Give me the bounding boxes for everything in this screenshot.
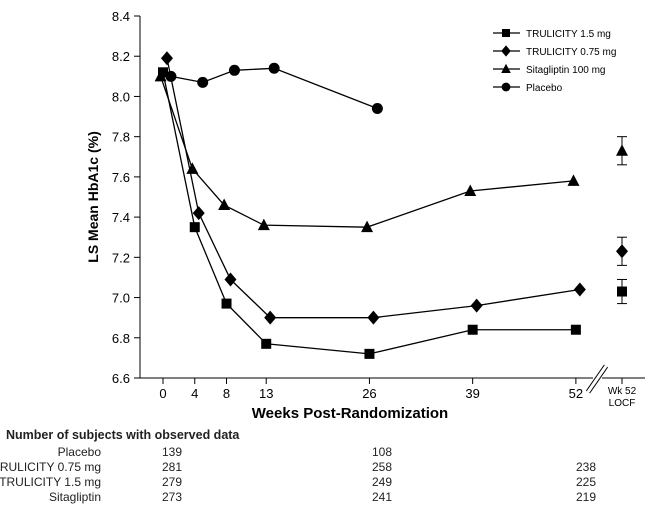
y-tick-label: 7.8 <box>112 130 130 145</box>
data-point-3 <box>371 103 383 115</box>
locf-point-2 <box>616 144 628 156</box>
y-tick-label: 7.2 <box>112 250 130 265</box>
table-title: Number of subjects with observed data <box>6 428 240 442</box>
row-label: Placebo <box>57 445 101 459</box>
table-row: Sitagliptin 273 241 219 <box>0 490 651 504</box>
x-axis-label: Weeks Post-Randomization <box>252 405 448 422</box>
y-axis-label: LS Mean HbA1c (%) <box>85 131 101 262</box>
x-tick-label-locf: LOCF <box>609 398 636 409</box>
legend-marker <box>502 29 510 37</box>
legend-marker <box>501 82 511 92</box>
data-point-1 <box>192 206 205 221</box>
row-label: TRULICITY 0.75 mg <box>0 460 101 474</box>
legend-label: Sitagliptin 100 mg <box>526 65 606 76</box>
x-tick-label-locf: Wk 52 <box>608 386 637 397</box>
data-point-0 <box>570 324 581 335</box>
row-value: 225 <box>576 475 597 489</box>
data-point-1 <box>224 272 237 287</box>
data-point-0 <box>221 298 232 309</box>
legend-label: TRULICITY 0.75 mg <box>526 47 616 58</box>
row-value: 139 <box>162 445 183 459</box>
data-point-2 <box>257 218 270 231</box>
data-point-2 <box>361 220 374 233</box>
axis-break-inner <box>586 365 608 393</box>
row-value: 281 <box>162 460 183 474</box>
x-tick-label: 8 <box>223 386 230 401</box>
y-tick-label: 7.4 <box>112 210 130 225</box>
row-value: 279 <box>162 475 183 489</box>
locf-point-1 <box>616 244 628 259</box>
hba1c-line-chart: 6.6 6.8 7.0 7.2 7.4 7.6 7.8 8.0 8.2 8.4 0 4 8 13 26 39 5… <box>85 9 645 422</box>
data-point-1 <box>573 282 586 297</box>
x-tick-label: 52 <box>569 386 583 401</box>
data-point-2 <box>154 69 167 82</box>
row-value: 108 <box>372 445 393 459</box>
x-tick-label: 0 <box>159 386 166 401</box>
data-point-1 <box>470 298 483 313</box>
table-row: Placebo 139 108 <box>0 445 651 459</box>
data-point-3 <box>165 70 177 82</box>
data-point-0 <box>189 222 200 233</box>
data-point-3 <box>268 62 280 74</box>
y-tick-label: 7.0 <box>112 291 130 306</box>
y-tick-label: 6.6 <box>112 371 130 386</box>
data-point-1 <box>264 310 277 325</box>
locf-point-0 <box>617 286 627 297</box>
row-value: 258 <box>372 460 393 474</box>
data-point-1 <box>367 310 380 325</box>
data-point-3 <box>228 64 240 76</box>
table-row: TRULICITY 1.5 mg 279 249 225 <box>0 475 651 489</box>
legend-label: TRULICITY 1.5 mg <box>526 29 611 40</box>
legend-marker <box>501 63 511 73</box>
y-tick-label: 8.4 <box>112 9 130 24</box>
data-point-1 <box>160 51 173 66</box>
data-point-0 <box>158 67 168 78</box>
y-tick-label: 8.0 <box>112 89 130 104</box>
y-tick-label: 7.6 <box>112 170 130 185</box>
data-point-2 <box>567 174 580 186</box>
data-point-0 <box>261 338 272 349</box>
row-label: TRULICITY 1.5 mg <box>0 475 101 489</box>
y-tick-label: 8.2 <box>112 49 130 64</box>
legend-marker <box>501 45 511 57</box>
row-value: 273 <box>162 490 183 504</box>
series-line-3 <box>170 67 378 110</box>
row-value: 219 <box>576 490 597 504</box>
data-point-3 <box>197 76 209 88</box>
y-tick-label: 6.8 <box>112 331 130 346</box>
data-point-2 <box>186 162 199 174</box>
legend-label: Placebo <box>526 83 563 94</box>
data-point-0 <box>467 324 478 335</box>
row-value: 241 <box>372 490 393 504</box>
x-tick-label: 26 <box>362 386 376 401</box>
x-tick-label: 39 <box>465 386 479 401</box>
row-label: Sitagliptin <box>48 490 101 504</box>
data-point-2 <box>218 198 231 211</box>
table-row: TRULICITY 0.75 mg 281 258 238 <box>0 460 651 474</box>
series-line-0 <box>162 72 576 355</box>
data-point-2 <box>464 184 477 196</box>
row-value: 249 <box>372 475 393 489</box>
x-tick-label: 13 <box>259 386 273 401</box>
data-point-0 <box>364 348 375 359</box>
x-tick-label: 4 <box>191 386 198 401</box>
row-value: 238 <box>576 460 597 474</box>
